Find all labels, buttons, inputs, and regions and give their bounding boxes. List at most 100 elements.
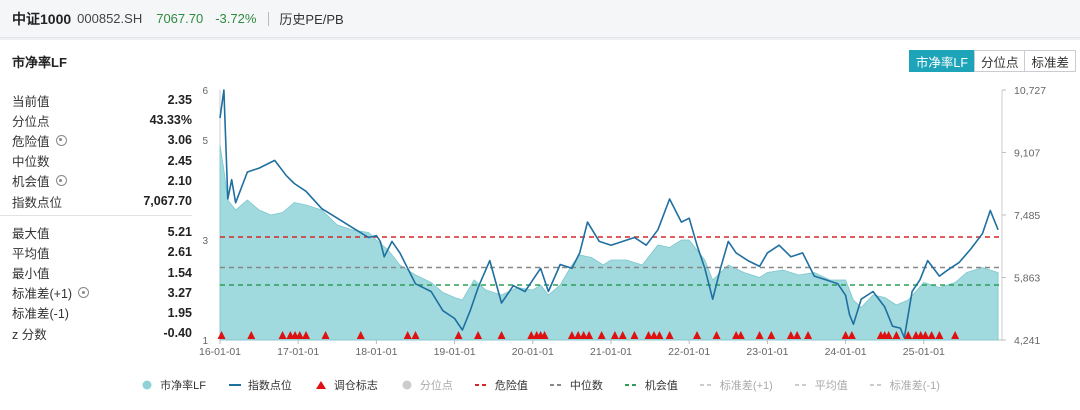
stat-value: 2.35 xyxy=(167,93,192,108)
x-tick-label: 20-01-01 xyxy=(512,346,554,358)
rebalance-marker xyxy=(935,331,944,339)
rebalance-marker xyxy=(904,331,913,339)
rebalance-marker xyxy=(921,331,930,339)
x-tick-label: 21-01-01 xyxy=(590,346,632,358)
right-tick-label: 10,727 xyxy=(1014,85,1046,97)
rebalance-marker xyxy=(567,331,576,339)
rebalance-marker xyxy=(755,331,764,339)
rebalance-marker xyxy=(767,331,776,339)
chart-panel: 市净率LF 市净率LF 分位点 标准差 当前值 2.35 分位点 43.33% 危险值 3… xyxy=(0,40,1080,410)
stat-row: 危险值 3.06 xyxy=(0,130,200,150)
left-tick-label: 3 xyxy=(202,236,208,247)
x-tick-label: 17-01-01 xyxy=(277,346,319,358)
rebalance-marker xyxy=(497,331,506,339)
legend-item[interactable]: 指数点位 xyxy=(228,377,292,393)
stat-value: 2.10 xyxy=(167,173,192,188)
rebalance-marker xyxy=(841,331,850,339)
stat-row: 标准差(-1) 1.95 xyxy=(0,303,200,323)
stats-divider xyxy=(0,215,192,217)
index-code: 000852.SH xyxy=(77,11,143,26)
pb-chart: 1 3 5 6 4,241 5,863 7,485 9,107 10,727 16-01-01 17… xyxy=(199,85,1046,358)
rebalance-marker xyxy=(618,331,627,339)
legend-item[interactable]: 危险值 xyxy=(474,377,528,393)
stat-label-text: 中位数 xyxy=(12,155,50,170)
rebalance-marker xyxy=(665,331,674,339)
legend-label: 标准差(-1) xyxy=(889,380,940,392)
rebalance-marker xyxy=(655,331,664,339)
stat-value: 7,067.70 xyxy=(143,194,192,209)
stat-row: 中位数 2.45 xyxy=(0,151,200,171)
stat-label: 机会值 xyxy=(12,171,67,190)
toggle-percentile-button[interactable]: 分位点 xyxy=(973,50,1026,72)
index-change: -3.72% xyxy=(215,11,257,26)
chart-legend: 市净率LF 指数点位 调仓标志 分位点 危险值 中位数 机会值 标准差(+1) 平均值 标准差(-… xyxy=(0,375,1080,395)
right-tick-label: 4,241 xyxy=(1014,335,1040,347)
rebalance-marker xyxy=(574,331,583,339)
rebalance-marker xyxy=(644,331,653,339)
stat-label-text: z 分数 xyxy=(12,327,47,342)
stat-row: 最小值 1.54 xyxy=(0,263,200,283)
gear-icon[interactable] xyxy=(78,287,90,299)
stat-label: 最小值 xyxy=(12,263,50,282)
stat-label-text: 分位点 xyxy=(12,114,50,129)
legend-item[interactable]: 机会值 xyxy=(624,377,678,393)
legend-label: 标准差(+1) xyxy=(719,380,773,392)
stat-value: 2.45 xyxy=(167,153,192,168)
legend-label: 市净率LF xyxy=(160,380,206,392)
stat-label-text: 最小值 xyxy=(12,267,50,282)
legend-item[interactable]: 标准差(-1) xyxy=(869,377,940,393)
stat-label-text: 机会值 xyxy=(12,175,50,190)
gear-icon[interactable] xyxy=(55,134,67,146)
history-pe-pb-link[interactable]: 历史PE/PB xyxy=(279,12,344,27)
header-divider xyxy=(268,11,270,26)
legend-label: 分位点 xyxy=(419,380,453,392)
panel-title: 市净率LF xyxy=(12,55,67,70)
stat-label: 标准差(+1) xyxy=(12,283,90,302)
stat-row: z 分数 -0.40 xyxy=(0,323,200,343)
legend-item[interactable]: 标准差(+1) xyxy=(699,377,773,393)
legend-item[interactable]: 分位点 xyxy=(400,377,453,393)
rebalance-marker xyxy=(411,331,420,339)
stat-label: 中位数 xyxy=(12,151,50,170)
rebalance-marker xyxy=(712,331,721,339)
stat-label-text: 标准差(+1) xyxy=(12,287,73,302)
rebalance-marker xyxy=(804,331,813,339)
stat-label: 指数点位 xyxy=(12,192,62,211)
x-tick-label: 16-01-01 xyxy=(199,346,241,358)
rebalance-marker xyxy=(610,331,619,339)
stat-row: 指数点位 7,067.70 xyxy=(0,191,200,211)
right-tick-label: 7,485 xyxy=(1014,210,1040,222)
rebalance-marker xyxy=(892,331,901,339)
right-tick-label: 5,863 xyxy=(1014,272,1040,284)
index-price: 7067.70 xyxy=(156,11,204,26)
stat-label: 分位点 xyxy=(12,111,50,130)
legend-item[interactable]: 中位数 xyxy=(549,377,603,393)
stat-row: 标准差(+1) 3.27 xyxy=(0,283,200,303)
left-tick-label: 1 xyxy=(202,336,208,347)
rebalance-marker xyxy=(217,331,226,339)
legend-item[interactable]: 调仓标志 xyxy=(314,377,378,393)
toggle-pb-button[interactable]: 市净率LF xyxy=(908,50,975,72)
stat-row: 分位点 43.33% xyxy=(0,110,200,130)
right-tick-label: 9,107 xyxy=(1014,147,1040,159)
legend-label: 危险值 xyxy=(494,380,528,392)
legend-item[interactable]: 市净率LF xyxy=(140,377,206,393)
pb-area-series xyxy=(219,144,999,341)
x-tick-label: 22-01-01 xyxy=(668,346,710,358)
rebalance-marker xyxy=(786,331,795,339)
rebalance-marker xyxy=(527,331,536,339)
index-line-series xyxy=(219,89,999,339)
stat-value: 1.95 xyxy=(167,305,192,320)
x-tick-label: 25-01-01 xyxy=(903,346,945,358)
toggle-stddev-button[interactable]: 标准差 xyxy=(1024,50,1076,72)
stat-row: 当前值 2.35 xyxy=(0,90,200,110)
index-name: 中证1000 xyxy=(12,10,72,27)
rebalance-marker xyxy=(693,331,702,339)
stat-row: 机会值 2.10 xyxy=(0,171,200,191)
index-header: 中证1000 000852.SH 7067.70 -3.72% 历史PE/PB xyxy=(0,0,1080,38)
gear-icon[interactable] xyxy=(55,175,67,187)
rebalance-marker xyxy=(927,331,936,339)
legend-item[interactable]: 平均值 xyxy=(794,377,848,393)
legend-symbol-icon xyxy=(794,384,809,386)
stat-value: 2.61 xyxy=(167,245,192,260)
